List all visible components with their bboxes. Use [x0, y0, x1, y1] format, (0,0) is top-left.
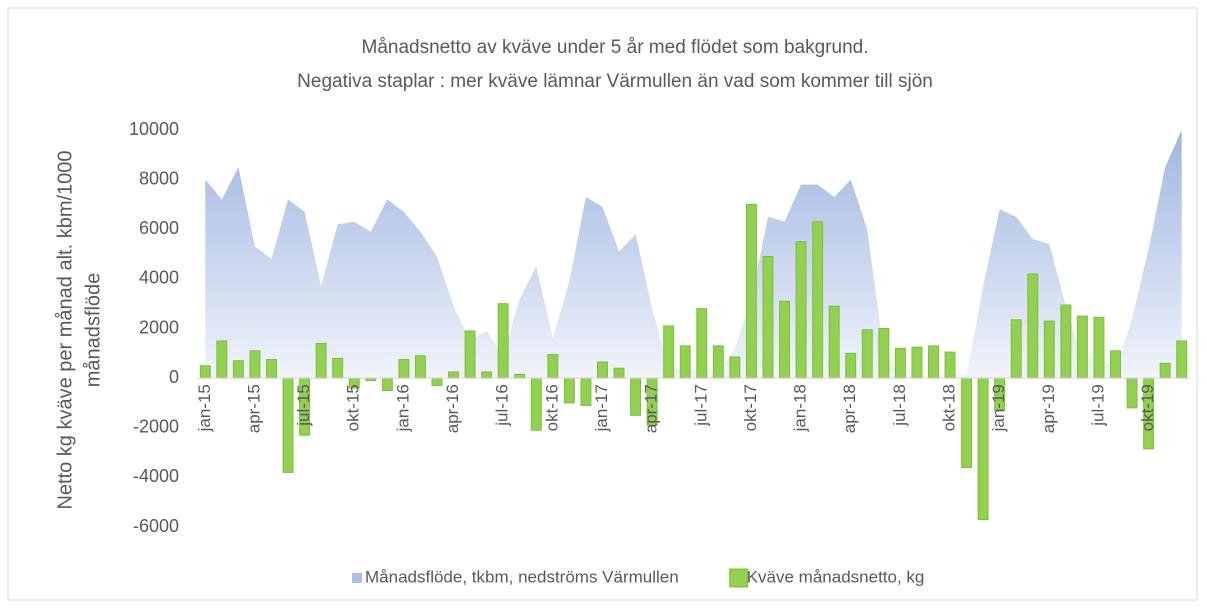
x-tick-label: jan-18 [791, 384, 810, 432]
bar [199, 365, 211, 379]
bar [563, 377, 575, 404]
bar [514, 373, 526, 379]
x-tick-label: apr-17 [642, 384, 661, 433]
bar [315, 342, 327, 379]
x-tick-label: jul-17 [691, 384, 710, 427]
bar [1126, 377, 1138, 409]
bar [1076, 315, 1088, 379]
x-tick-label: jul-16 [493, 384, 512, 427]
bar [762, 256, 774, 379]
y-tick-label: 4000 [139, 268, 179, 288]
bar [1110, 350, 1121, 379]
bar [266, 359, 277, 379]
x-tick-label: apr-19 [1039, 384, 1058, 433]
x-tick-label: jan-16 [393, 384, 412, 432]
y-tick-label: 10000 [129, 119, 179, 139]
bar [894, 347, 906, 379]
bar [580, 377, 592, 406]
x-tick-label: jan-15 [195, 384, 214, 432]
y-tick-label: -6000 [133, 516, 179, 536]
x-tick-label: okt-16 [542, 384, 561, 431]
x-tick-label: okt-19 [1138, 384, 1157, 431]
bar [961, 377, 973, 468]
bar [1027, 273, 1039, 379]
bar [530, 377, 542, 431]
y-tick-label: -2000 [133, 417, 179, 437]
legend-swatch [729, 568, 749, 588]
bar [977, 377, 989, 521]
bar [845, 352, 857, 379]
bar [630, 377, 642, 416]
x-tick-label: jan-19 [989, 384, 1008, 432]
bar [464, 330, 476, 379]
bar [613, 367, 625, 379]
bar [1010, 319, 1022, 379]
bar [1060, 304, 1072, 379]
y-tick-label: 2000 [139, 317, 179, 337]
x-tick-label: apr-18 [840, 384, 859, 433]
bar [332, 357, 344, 379]
bar [232, 360, 244, 379]
bar [663, 325, 675, 379]
y-tick-label: 0 [169, 367, 179, 387]
bar [497, 303, 509, 379]
bar [481, 371, 493, 379]
bar [381, 377, 393, 392]
y-tick-label: 6000 [139, 218, 179, 238]
bar [812, 221, 824, 379]
bar [547, 354, 559, 379]
bar [1159, 362, 1171, 379]
bar [861, 329, 873, 379]
bar [216, 340, 228, 379]
bar [928, 345, 939, 379]
bar [911, 346, 923, 379]
bar [712, 345, 724, 379]
x-tick-label: okt-18 [940, 384, 959, 431]
bar [597, 361, 608, 379]
bar [729, 356, 741, 379]
bar [745, 203, 757, 379]
bar [249, 350, 261, 379]
x-tick-label: jan-17 [592, 384, 611, 432]
x-tick-label: apr-16 [443, 384, 462, 433]
chart-title: Månadsnetto av kväve under 5 år med flöd… [362, 37, 869, 58]
chart-subtitle: Negativa staplar : mer kväve lämnar Värm… [297, 71, 933, 92]
flow-area [205, 130, 1182, 379]
y-tick-label: -4000 [133, 466, 179, 486]
bar [431, 377, 443, 387]
legend-label: Månadsflöde, tkbm, nedströms Värmullen [365, 567, 679, 586]
x-tick-label: jul-15 [294, 384, 313, 427]
y-tick-label: 8000 [139, 168, 179, 188]
bar [398, 359, 410, 379]
x-tick-label: okt-15 [344, 384, 363, 431]
bar [679, 345, 691, 379]
bar [1043, 320, 1055, 379]
bar [828, 305, 840, 379]
bar [282, 377, 294, 473]
x-tick-label: jul-18 [890, 384, 909, 427]
x-tick-label: apr-15 [244, 384, 263, 433]
x-tick-label: okt-17 [741, 384, 760, 431]
bar [1176, 340, 1188, 379]
bar [448, 371, 459, 379]
bar [414, 355, 426, 379]
x-tick-label: jul-19 [1088, 384, 1107, 427]
legend-label: Kväve månadsnetto, kg [747, 567, 925, 586]
y-axis-title: månadsflöde [82, 273, 104, 388]
bar [1093, 316, 1105, 379]
bar [795, 241, 807, 379]
bar [944, 351, 956, 379]
y-axis-title: Netto kg kväve per månad alt. kbm/1000 [54, 150, 76, 509]
bar [696, 308, 708, 379]
bar [779, 300, 790, 379]
legend-swatch [352, 573, 362, 583]
bar [878, 328, 890, 379]
